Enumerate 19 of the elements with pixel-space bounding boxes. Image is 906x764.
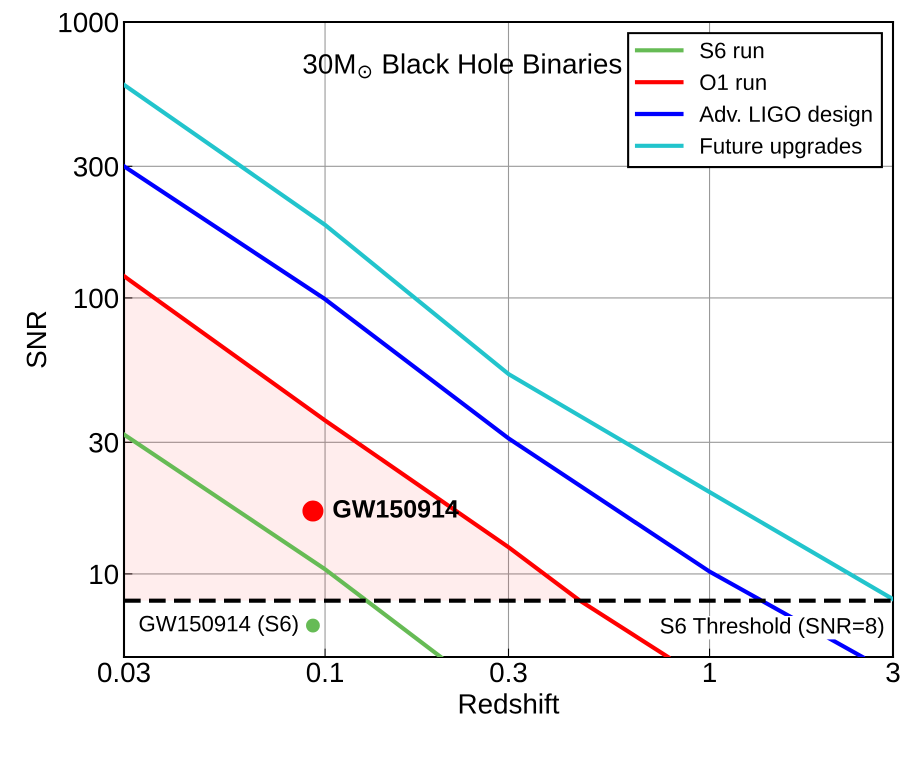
ref-line-label: S6 Threshold (SNR=8) bbox=[660, 617, 884, 638]
legend-label: S6 run bbox=[700, 42, 764, 58]
text: 30M$_{⊙}$ Black Hole Binaries bbox=[303, 53, 622, 78]
legend-label: O1 run bbox=[700, 74, 766, 90]
y-tick-label: 300 bbox=[74, 156, 118, 177]
x-tick-label: 0.03 bbox=[98, 662, 150, 682]
legend-label: Future upgrades bbox=[701, 137, 862, 158]
y-tick-label: 30 bbox=[89, 432, 118, 453]
x-tick-label: 0.1 bbox=[306, 662, 343, 682]
y-tick-label: 1000 bbox=[59, 12, 118, 32]
legend-label: Adv. LIGO design bbox=[699, 106, 872, 126]
y-tick-label: 100 bbox=[74, 288, 118, 308]
x-tick-label: 1 bbox=[704, 662, 716, 682]
x-tick-label: 3 bbox=[886, 662, 900, 682]
y-tick-label: 10 bbox=[90, 564, 118, 584]
annotation: GW150914 (S6) bbox=[140, 615, 298, 636]
x-axis-title: Redshift bbox=[460, 693, 560, 714]
y-axis-title: SNR bbox=[26, 311, 46, 368]
x-tick-label: 0.3 bbox=[490, 662, 527, 682]
